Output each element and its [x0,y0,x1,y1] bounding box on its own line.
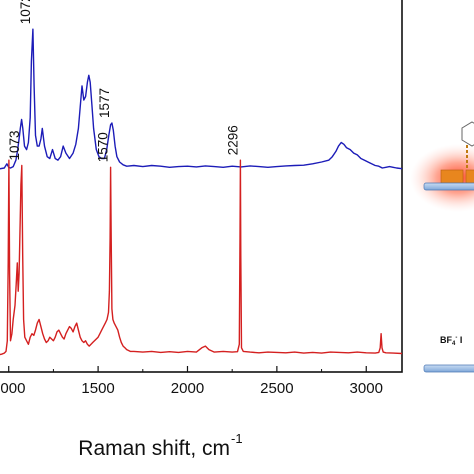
peak-label: 1072 [18,0,33,24]
substrate-plate-bottom [423,364,474,373]
peak-label: 1073 [7,130,22,160]
x-tick-label: 1500 [81,380,114,397]
peak-labels: 1072 1577 1073 1570 2296 [7,0,241,162]
spectrum-line-1 [0,28,403,170]
plot-frame [0,0,403,373]
x-axis-title-superscript: -1 [231,431,243,446]
spectrum-line-2 [0,159,403,356]
peak-label: 1570 [96,132,111,162]
x-tick-label: 1000 [0,380,25,397]
x-tick-label: 2500 [260,380,293,397]
series-layer [0,28,403,356]
benzene-ring-icon [461,121,474,147]
peak-label: 1577 [97,88,112,118]
x-axis-title: Raman shift, cm [78,437,230,460]
orange-block-right [465,169,474,184]
schematic-panel: BF4- I [410,121,474,373]
x-axis-ticks: 1000 1500 2000 2500 3000 [0,366,383,397]
substrate-plate-top [423,182,474,191]
x-tick-label: 3000 [350,380,383,397]
orange-block [440,169,464,184]
x-tick-label: 2000 [171,380,204,397]
peak-label: 2296 [225,125,240,155]
bf4-label: BF4- I [440,335,462,347]
